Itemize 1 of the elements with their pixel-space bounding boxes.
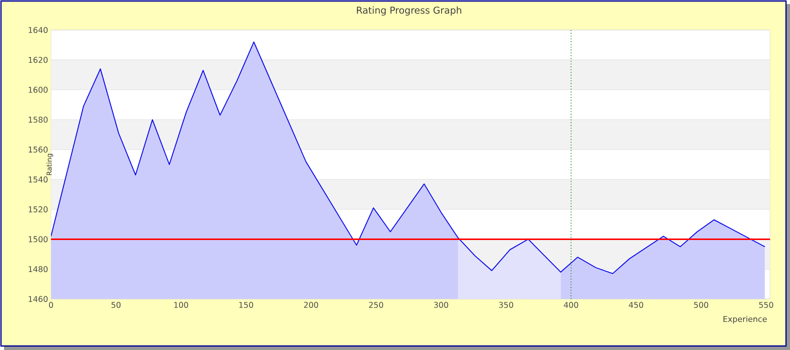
chart-title: Rating Progress Graph [356,6,462,16]
